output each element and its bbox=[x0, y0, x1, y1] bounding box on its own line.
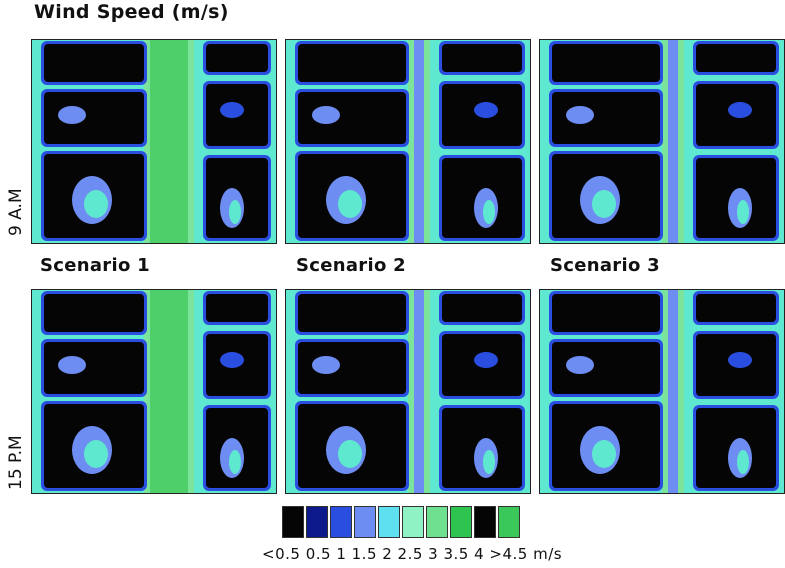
building-block bbox=[552, 92, 660, 144]
panel-9am-scenario-1 bbox=[31, 39, 277, 244]
legend-swatch bbox=[330, 506, 352, 538]
wind-pocket bbox=[483, 450, 495, 474]
building-block bbox=[552, 294, 660, 332]
legend-swatch bbox=[378, 506, 400, 538]
wind-pocket bbox=[483, 200, 495, 224]
wind-pocket bbox=[566, 356, 594, 374]
wind-pocket bbox=[474, 102, 498, 118]
scenario-2-label: Scenario 2 bbox=[296, 255, 407, 276]
wind-pocket bbox=[58, 106, 86, 124]
panel-15pm-scenario-1 bbox=[31, 289, 277, 494]
building-block bbox=[696, 44, 776, 72]
panel-9am-scenario-3 bbox=[539, 39, 785, 244]
building-block bbox=[44, 294, 144, 332]
scenario-1-label: Scenario 1 bbox=[40, 255, 151, 276]
wind-pocket bbox=[220, 352, 244, 368]
wind-pocket bbox=[728, 352, 752, 368]
wind-pocket bbox=[566, 106, 594, 124]
legend-swatch bbox=[498, 506, 520, 538]
legend-swatch bbox=[306, 506, 328, 538]
building-block bbox=[552, 342, 660, 394]
building-block bbox=[44, 92, 144, 144]
legend-swatch bbox=[354, 506, 376, 538]
wind-pocket bbox=[229, 200, 241, 224]
main-street-core bbox=[414, 40, 424, 243]
legend-swatch bbox=[474, 506, 496, 538]
building-block bbox=[206, 44, 268, 72]
wind-pocket bbox=[592, 440, 616, 468]
row-label-afternoon: 15 P.M bbox=[6, 435, 26, 490]
main-street-core bbox=[414, 290, 424, 493]
wind-pocket bbox=[737, 450, 749, 474]
wind-pocket bbox=[312, 356, 340, 374]
wind-pocket bbox=[592, 190, 616, 218]
wind-pocket bbox=[312, 106, 340, 124]
building-block bbox=[442, 44, 522, 72]
panel-9am-scenario-2 bbox=[285, 39, 531, 244]
wind-pocket bbox=[737, 200, 749, 224]
panel-15pm-scenario-3 bbox=[539, 289, 785, 494]
building-block bbox=[298, 44, 406, 82]
building-block bbox=[298, 92, 406, 144]
legend-swatch bbox=[402, 506, 424, 538]
building-block bbox=[298, 342, 406, 394]
wind-pocket bbox=[338, 440, 362, 468]
main-street-core bbox=[150, 290, 188, 493]
main-street-core bbox=[668, 290, 678, 493]
building-block bbox=[696, 294, 776, 322]
panel-15pm-scenario-2 bbox=[285, 289, 531, 494]
wind-pocket bbox=[229, 450, 241, 474]
wind-pocket bbox=[84, 190, 108, 218]
scenario-3-label: Scenario 3 bbox=[550, 255, 661, 276]
building-block bbox=[442, 294, 522, 322]
row-label-morning: 9 A.M bbox=[6, 188, 26, 236]
wind-pocket bbox=[338, 190, 362, 218]
wind-pocket bbox=[220, 102, 244, 118]
building-block bbox=[298, 294, 406, 332]
legend-swatch bbox=[450, 506, 472, 538]
figure-title: Wind Speed (m/s) bbox=[34, 1, 229, 23]
building-block bbox=[44, 342, 144, 394]
wind-pocket bbox=[84, 440, 108, 468]
wind-pocket bbox=[728, 102, 752, 118]
building-block bbox=[206, 294, 268, 322]
legend-swatch bbox=[426, 506, 448, 538]
main-street-core bbox=[668, 40, 678, 243]
building-block bbox=[552, 44, 660, 82]
legend-tick-labels: <0.5 0.5 1 1.5 2 2.5 3 3.5 4 >4.5 m/s bbox=[262, 545, 563, 563]
wind-pocket bbox=[474, 352, 498, 368]
main-street-core bbox=[150, 40, 188, 243]
legend-swatch bbox=[282, 506, 304, 538]
wind-pocket bbox=[58, 356, 86, 374]
building-block bbox=[44, 44, 144, 82]
